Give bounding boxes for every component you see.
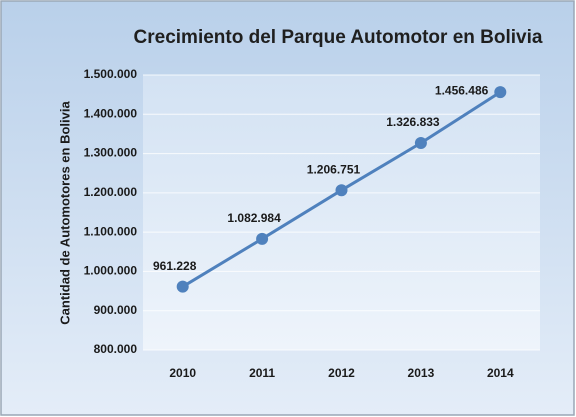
point <box>414 137 427 150</box>
y-tick-label: 1.100.000 <box>84 224 138 238</box>
chart-title: Crecimiento del Parque Automotor en Boli… <box>134 27 543 48</box>
x-tick-label: 2014 <box>487 366 514 380</box>
x-tick-label: 2011 <box>249 366 275 380</box>
x-tick-label: 2013 <box>408 366 435 380</box>
y-tick-label: 1.300.000 <box>84 146 138 160</box>
point <box>335 184 348 197</box>
y-tick-label: 900.000 <box>94 303 138 317</box>
y-axis-label: Cantidad de Automotores en Bolivia <box>57 101 72 325</box>
x-tick-label: 2012 <box>328 366 355 380</box>
y-tick-label: 800.000 <box>94 342 138 356</box>
point <box>256 232 269 245</box>
data-label: 1.326.833 <box>386 115 440 129</box>
data-label: 961.228 <box>153 259 197 273</box>
point <box>494 86 507 99</box>
x-tick-label: 2010 <box>169 366 196 380</box>
y-tick-label: 1.400.000 <box>84 106 138 120</box>
y-tick-label: 1.000.000 <box>84 264 138 278</box>
y-tick-label: 1.200.000 <box>84 185 138 199</box>
point <box>176 280 189 293</box>
data-label: 1.082.984 <box>227 211 281 225</box>
data-label: 1.456.486 <box>435 83 489 97</box>
data-label: 1.206.751 <box>307 162 361 176</box>
y-tick-label: 1.500.000 <box>84 67 138 81</box>
plot-area <box>143 75 540 350</box>
